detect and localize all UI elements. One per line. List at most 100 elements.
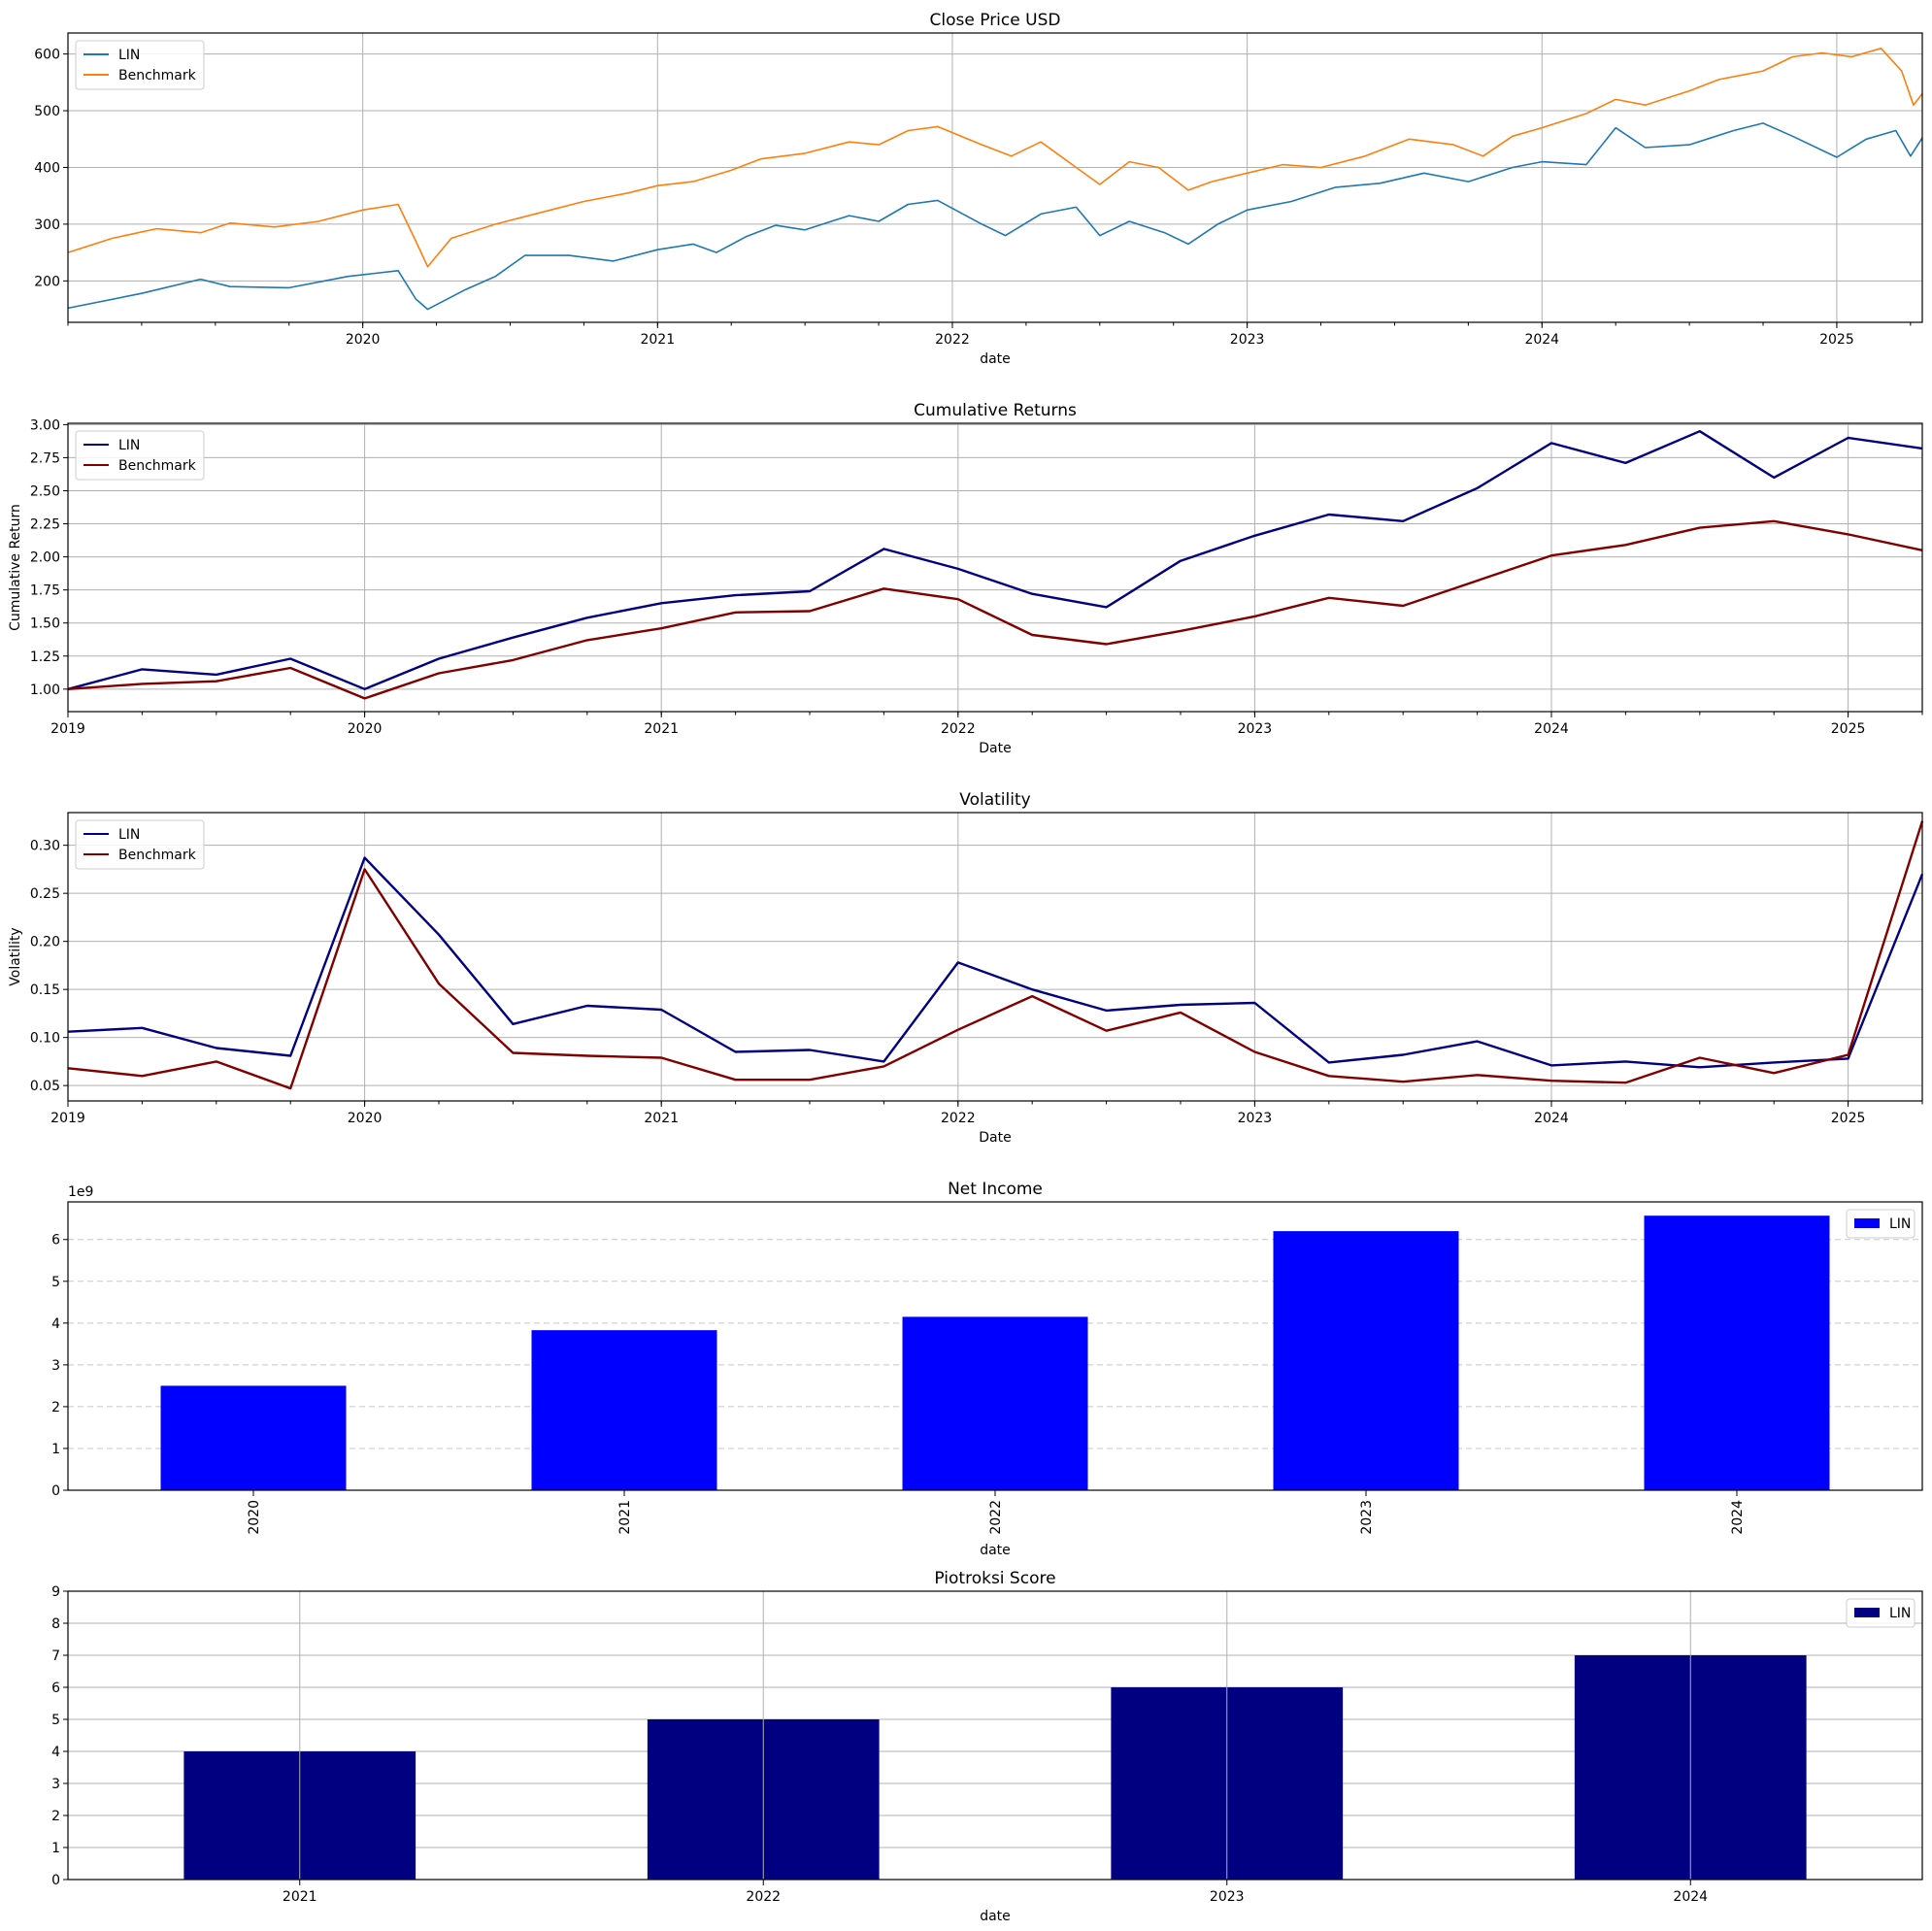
y-tick-label: 0.20 (30, 935, 60, 950)
legend-label: Benchmark (118, 68, 197, 83)
x-tick-label: 2021 (644, 721, 679, 737)
y-tick-label: 2.50 (30, 483, 60, 499)
y-tick-label: 7 (51, 1648, 60, 1664)
legend: LIN Benchmark (75, 430, 205, 481)
x-tick-label: 2020 (247, 1500, 262, 1535)
y-tick-label: 1.50 (30, 616, 60, 632)
x-tick-label: 2023 (1238, 721, 1273, 737)
y-tick-label: 0 (51, 1873, 60, 1888)
legend-label: Benchmark (118, 458, 197, 474)
legend-swatch (1854, 1608, 1880, 1617)
x-tick-label: 2023 (1238, 1111, 1273, 1126)
y-tick-label: 500 (34, 104, 60, 119)
plot-frame (67, 1590, 1923, 1881)
x-tick-label: 2025 (1831, 1111, 1866, 1126)
chart-net-income: 0 1 2 3 4 5 6 2020 2021 2022 2023 2024 1e9 Net Income… (51, 1180, 1923, 1558)
x-tick-label: 2024 (1673, 1889, 1708, 1905)
x-axis-label: Date (979, 741, 1011, 756)
x-tick-label: 2020 (348, 721, 383, 737)
bar-2022 (902, 1316, 1088, 1490)
legend: LIN Benchmark (75, 819, 205, 870)
x-tick-label: 2024 (1730, 1500, 1746, 1535)
y-tick-label: 0 (51, 1483, 60, 1499)
y-tick-label: 0.05 (30, 1079, 60, 1094)
chart-title: Volatility (959, 790, 1030, 810)
x-tick-label: 2025 (1831, 721, 1866, 737)
y-tick-label: 3 (51, 1777, 60, 1792)
y-tick-label: 5 (51, 1713, 60, 1728)
x-tick-label: 2021 (283, 1889, 317, 1905)
x-tick-label: 2022 (941, 721, 976, 737)
legend-label: LIN (1889, 1216, 1911, 1232)
plot-frame (67, 32, 1923, 323)
x-tick-label: 2022 (988, 1500, 1004, 1535)
chart-piotroksi-score: 0 1 2 3 4 5 6 7 8 9 2021 2022 2023 2024 Piotroksi Scor… (51, 1569, 1923, 1924)
legend: LIN (1846, 1209, 1915, 1239)
chart-volatility: 0.05 0.10 0.15 0.20 0.25 0.30 2019 2020 2021 2022… (8, 790, 1924, 1146)
legend-label: LIN (118, 438, 140, 453)
y-tick-label: 400 (34, 160, 60, 176)
x-tick-label: 2020 (346, 332, 381, 348)
legend-label: LIN (118, 48, 140, 63)
y-tick-label: 1.75 (30, 583, 60, 599)
y-tick-label: 1.00 (30, 683, 60, 698)
y-tick-label: 200 (34, 274, 60, 289)
x-tick-label: 2024 (1534, 1111, 1569, 1126)
legend-label: LIN (118, 827, 140, 843)
x-tick-label: 2021 (640, 332, 675, 348)
y-tick-label: 600 (34, 48, 60, 63)
y-tick-label: 3 (51, 1358, 60, 1374)
chart-close-price-usd: 200 300 400 500 600 2020 2021 2022 2023 2024 2025 C… (34, 11, 1923, 367)
legend-frame (75, 819, 205, 870)
plot-frame (67, 422, 1923, 713)
legend-frame (75, 430, 205, 481)
chart-cumulative-returns: 1.00 1.25 1.50 1.75 2.00 2.25 2.50 2.75 3.00 2019… (8, 401, 1923, 756)
chart-title: Close Price USD (930, 11, 1061, 30)
y-tick-label: 2 (51, 1400, 60, 1415)
x-tick-label: 2022 (941, 1111, 976, 1126)
chart-title: Piotroksi Score (934, 1569, 1055, 1588)
x-axis-label: date (980, 351, 1011, 367)
series-line-lin (67, 122, 1923, 311)
x-tick-label: 2023 (1359, 1500, 1375, 1535)
y-tick-label: 1 (51, 1841, 60, 1856)
series-line-benchmark (67, 820, 1924, 1090)
x-tick-label: 2024 (1534, 721, 1569, 737)
y-tick-label: 0.30 (30, 839, 60, 854)
x-tick-label: 2021 (644, 1111, 679, 1126)
series-line-lin (67, 430, 1923, 690)
y-tick-label: 2.00 (30, 550, 60, 566)
x-axis-label: date (980, 1909, 1011, 1924)
legend-label: LIN (1889, 1606, 1911, 1621)
y-axis-label: Volatility (8, 927, 23, 985)
legend-swatch (1854, 1218, 1880, 1228)
y-tick-label: 4 (51, 1745, 60, 1760)
y-tick-label: 0.25 (30, 886, 60, 902)
series-line-benchmark (67, 48, 1923, 268)
chart-title: Cumulative Returns (914, 401, 1077, 420)
x-tick-label: 2022 (746, 1889, 781, 1905)
bar-2020 (160, 1385, 347, 1490)
y-tick-label: 2 (51, 1809, 60, 1824)
x-tick-label: 2024 (1524, 332, 1559, 348)
plot-frame (67, 812, 1923, 1102)
y-tick-label: 4 (51, 1316, 60, 1332)
x-axis-label: date (980, 1543, 1011, 1558)
series-line-lin (67, 856, 1924, 1069)
chart-title: Net Income (948, 1180, 1043, 1199)
x-tick-label: 2019 (50, 721, 85, 737)
y-tick-label: 5 (51, 1275, 60, 1290)
x-tick-label: 2019 (50, 1111, 85, 1126)
y-scale-label: 1e9 (68, 1184, 93, 1200)
y-tick-label: 6 (51, 1681, 60, 1696)
x-tick-label: 2023 (1210, 1889, 1245, 1905)
y-tick-label: 0.15 (30, 982, 60, 998)
y-tick-label: 1 (51, 1442, 60, 1457)
bar-2023 (1273, 1231, 1459, 1490)
x-tick-label: 2022 (935, 332, 970, 348)
y-tick-label: 3.00 (30, 417, 60, 433)
y-tick-label: 2.25 (30, 517, 60, 533)
legend-frame (75, 40, 205, 90)
series-line-benchmark (67, 519, 1923, 700)
